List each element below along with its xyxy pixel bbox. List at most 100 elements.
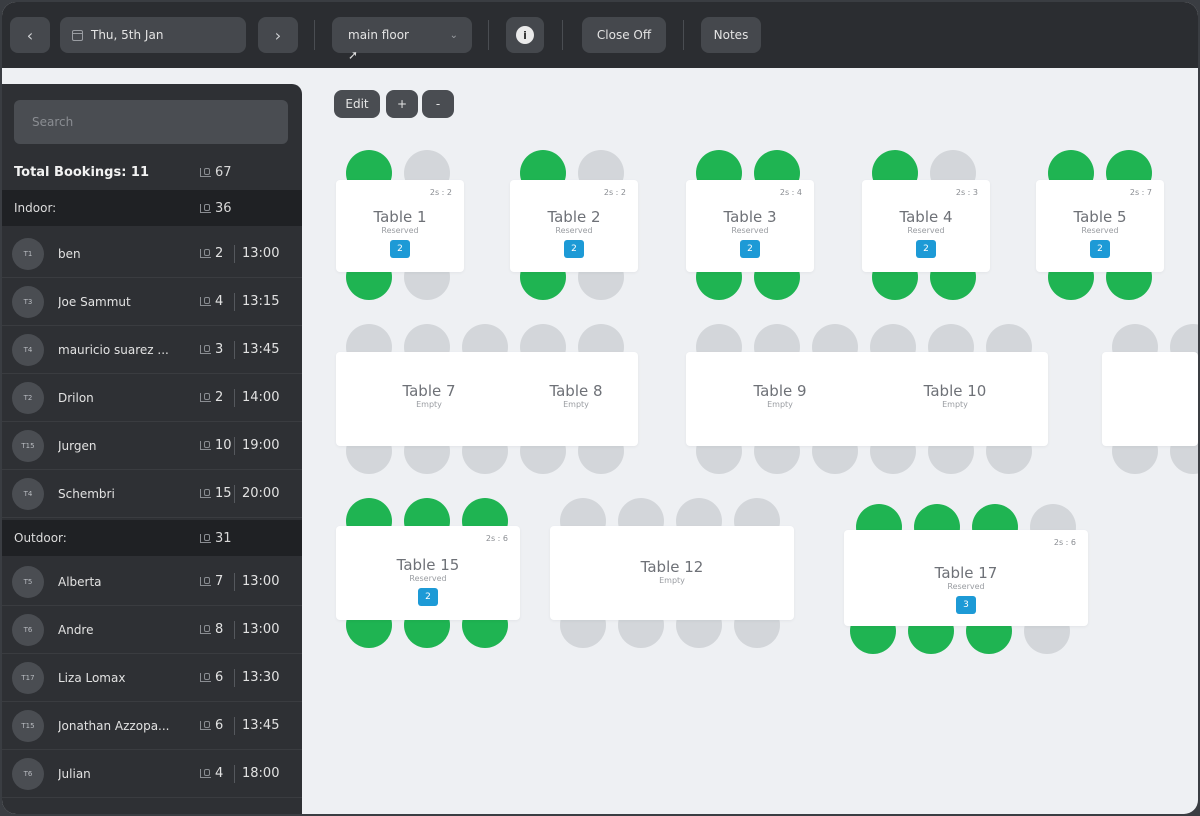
booking-name: Andre <box>58 622 94 637</box>
table-3[interactable]: 2s : 4 Table 3 Reserved 2 <box>686 180 814 272</box>
section-label: Outdoor: <box>14 531 67 545</box>
table-name: Table 4 <box>899 208 953 226</box>
booking-pax: 4 <box>200 294 223 309</box>
table-12[interactable]: Table 12 Empty <box>550 526 794 620</box>
booking-time: 19:00 <box>234 436 279 455</box>
close-off-button[interactable]: Close Off <box>582 17 666 53</box>
booking-row[interactable]: T17 Liza Lomax 6 13:30 <box>2 654 302 702</box>
mouse-cursor-icon: ➚ <box>348 48 359 62</box>
booking-pax-value: 4 <box>215 294 224 309</box>
booking-time: 13:45 <box>234 716 279 735</box>
total-pax: 67 <box>200 165 232 180</box>
booking-row[interactable]: T4 mauricio suarez ... 3 13:45 <box>2 326 302 374</box>
table-name: Table 3 <box>723 208 777 226</box>
booking-row[interactable]: T1 ben 2 13:00 <box>2 230 302 278</box>
table-avatar: T5 <box>12 565 44 598</box>
booking-row[interactable]: T4 Schembri 15 20:00 <box>2 470 302 518</box>
table-status: Reserved <box>1081 226 1119 235</box>
booking-pax: 7 <box>200 574 223 589</box>
table-name: Table 17 <box>934 564 998 582</box>
total-bookings-row: Total Bookings: 11 67 <box>2 156 302 188</box>
toolbar-divider <box>562 20 563 50</box>
table-status: Reserved <box>731 226 769 235</box>
table-status: Empty <box>416 400 442 409</box>
table-7-8[interactable]: Table 7 Empty Table 8 Empty <box>336 352 638 446</box>
calendar-icon <box>72 29 83 41</box>
booking-name: Jonathan Azzopa... <box>58 718 170 733</box>
table-1[interactable]: 2s : 2 Table 1 Reserved 2 <box>336 180 464 272</box>
booking-pax: 6 <box>200 718 223 733</box>
zoom-in-button[interactable]: + <box>386 90 418 118</box>
booking-row[interactable]: T6 Julian 4 18:00 <box>2 750 302 798</box>
table-status: Empty <box>767 400 793 409</box>
booking-row[interactable]: T15 Jurgen 10 19:00 <box>2 422 302 470</box>
prev-day-button[interactable]: ‹ <box>10 17 50 53</box>
table-avatar: T6 <box>12 613 44 646</box>
floor-plan-canvas: Edit + - 2s : 2 Table 1 Reserved 2 <box>302 68 1198 814</box>
table-name: Table 12 <box>640 558 704 576</box>
booking-count-badge: 2 <box>740 240 760 258</box>
booking-time: 13:45 <box>234 340 279 359</box>
table-4[interactable]: 2s : 3 Table 4 Reserved 2 <box>862 180 990 272</box>
booking-pax: 2 <box>200 390 223 405</box>
booking-pax: 6 <box>200 670 223 685</box>
section-header-indoor[interactable]: Indoor: 36 <box>2 190 302 226</box>
table-avatar: T15 <box>12 429 44 462</box>
table-name: Table 9 <box>753 382 807 400</box>
booking-pax: 3 <box>200 342 223 357</box>
table-avatar: T4 <box>12 333 44 366</box>
table-status: Empty <box>563 400 589 409</box>
table-status: Empty <box>942 400 968 409</box>
table-9-10[interactable]: Table 9 Empty Table 10 Empty <box>686 352 1048 446</box>
table-15[interactable]: 2s : 6 Table 15 Reserved 2 <box>336 526 520 620</box>
search-input[interactable] <box>14 100 288 144</box>
booking-name: ben <box>58 246 81 261</box>
section-header-outdoor[interactable]: Outdoor: 31 <box>2 520 302 556</box>
table-avatar: T15 <box>12 709 44 742</box>
section-pax: 31 <box>200 531 232 546</box>
table-5[interactable]: 2s : 7 Table 5 Reserved 2 <box>1036 180 1164 272</box>
table-avatar: T3 <box>12 285 44 318</box>
info-button[interactable]: i <box>506 17 544 53</box>
booking-count-badge: 3 <box>956 596 976 614</box>
chevron-left-icon: ‹ <box>26 25 34 45</box>
booking-pax: 4 <box>200 766 223 781</box>
toolbar-divider <box>314 20 315 50</box>
booking-count-badge: 2 <box>916 240 936 258</box>
table-17[interactable]: 2s : 6 Table 17 Reserved 3 <box>844 530 1088 626</box>
table-status: Reserved <box>409 574 447 583</box>
next-day-button[interactable]: › <box>258 17 298 53</box>
booking-row[interactable]: T15 Jonathan Azzopa... 6 13:45 <box>2 702 302 750</box>
table-2[interactable]: 2s : 2 Table 2 Reserved 2 <box>510 180 638 272</box>
table-status: Reserved <box>907 226 945 235</box>
table-partial[interactable] <box>1102 352 1198 446</box>
booking-count-badge: 2 <box>418 588 438 606</box>
chevron-down-icon: ⌄ <box>449 29 458 41</box>
zoom-out-button[interactable]: - <box>422 90 454 118</box>
guests-icon <box>200 489 211 498</box>
table-status: Empty <box>659 576 685 585</box>
table-capacity: 2s : 2 <box>603 188 626 197</box>
notes-button[interactable]: Notes <box>701 17 761 53</box>
guests-icon <box>200 167 211 177</box>
table-name: Table 8 <box>549 382 603 400</box>
table-status: Reserved <box>555 226 593 235</box>
booking-row[interactable]: T2 Drilon 2 14:00 <box>2 374 302 422</box>
toolbar-divider <box>488 20 489 50</box>
booking-name: mauricio suarez ... <box>58 342 169 357</box>
table-avatar: T4 <box>12 477 44 510</box>
floor-select[interactable]: main floor ⌄ <box>332 17 472 53</box>
booking-pax: 8 <box>200 622 223 637</box>
guests-icon <box>200 441 211 450</box>
total-bookings-label: Total Bookings: 11 <box>14 164 150 180</box>
edit-button[interactable]: Edit <box>334 90 380 118</box>
booking-row[interactable]: T3 Joe Sammut 4 13:15 <box>2 278 302 326</box>
booking-row[interactable]: T6 Andre 8 13:00 <box>2 606 302 654</box>
table-capacity: 2s : 2 <box>429 188 452 197</box>
booking-name: Julian <box>58 766 91 781</box>
section-pax: 36 <box>200 201 232 216</box>
date-picker[interactable]: Thu, 5th Jan <box>60 17 246 53</box>
table-avatar: T17 <box>12 661 44 694</box>
booking-row[interactable]: T5 Alberta 7 13:00 <box>2 558 302 606</box>
guests-icon <box>200 345 211 354</box>
